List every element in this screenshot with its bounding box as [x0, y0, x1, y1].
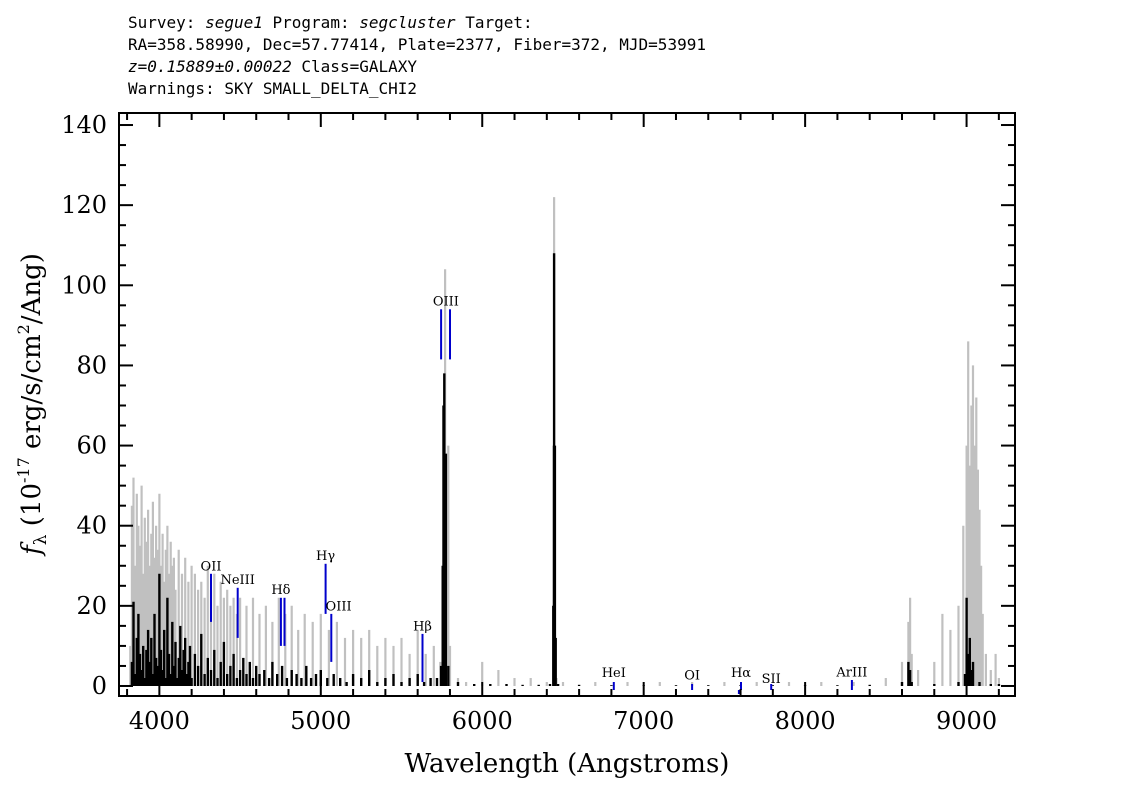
y-tick-label: 40: [76, 512, 107, 540]
y-tick-label: 140: [61, 111, 107, 139]
header-line-4: Warnings: SKY SMALL_DELTA_CHI2: [128, 79, 417, 98]
program-value: segcluster: [359, 13, 456, 32]
emission-line-label: OII: [201, 560, 222, 575]
x-tick-label: 5000: [290, 707, 351, 735]
y-axis-exponent-2: 2: [14, 324, 33, 334]
survey-label: Survey:: [128, 13, 196, 32]
x-axis-title: Wavelength (Angstroms): [405, 749, 730, 779]
y-tick-label: 0: [92, 672, 107, 700]
spectrum-header: Survey: segue1 Program: segcluster Targe…: [128, 12, 706, 100]
emission-line-label: Hδ: [271, 583, 290, 598]
y-axis-title: fλ (10-17 erg/s/cm2/Ang): [14, 253, 51, 557]
flux-series: [130, 253, 1001, 686]
x-tick-label: 7000: [613, 707, 674, 735]
header-line-2: RA=358.58990, Dec=57.77414, Plate=2377, …: [128, 35, 706, 54]
y-axis-unit-end: /Ang): [17, 253, 47, 324]
x-tick-label: 8000: [775, 707, 836, 735]
plot-frame: [118, 112, 1016, 697]
emission-line-label: OIII: [433, 295, 459, 310]
emission-line-label: HeI: [602, 666, 626, 681]
y-tick-label: 60: [76, 432, 107, 460]
y-axis-exponent: -17: [14, 457, 33, 483]
y-axis-unit-mid: erg/s/cm: [17, 334, 47, 457]
emission-line-label: SII: [762, 672, 781, 687]
error-series: [129, 197, 1001, 686]
y-tick-label: 20: [76, 592, 107, 620]
emission-line-label: ArIII: [835, 665, 867, 680]
emission-line-label: OIII: [326, 599, 352, 614]
header-line-1: Survey: segue1 Program: segcluster Targe…: [128, 12, 706, 34]
y-tick-label: 120: [61, 191, 107, 219]
emission-line-label: Hβ: [413, 619, 432, 634]
emission-line-label: NeIII: [220, 573, 254, 588]
program-label: Program:: [272, 13, 350, 32]
y-axis-unit-start: (10: [17, 483, 47, 535]
target-label: Target:: [465, 13, 533, 32]
x-tick-label: 6000: [452, 707, 513, 735]
survey-value: segue1: [205, 13, 263, 32]
y-tick-label: 80: [76, 351, 107, 379]
y-tick-label: 100: [61, 271, 107, 299]
emission-line-markers: [210, 309, 853, 694]
emission-line-label: Hγ: [316, 549, 335, 564]
x-tick-label: 9000: [936, 707, 997, 735]
x-tick-label: 4000: [129, 707, 190, 735]
class-value: Class=GALAXY: [301, 57, 417, 76]
emission-line-label: OI: [684, 669, 700, 684]
header-line-3: z=0.15889±0.00022 Class=GALAXY: [128, 56, 706, 78]
y-axis-ticks: 0 20 40 60 80 100 120 140: [61, 111, 1015, 700]
redshift-value: z=0.15889±0.00022: [128, 57, 292, 76]
emission-line-label: Hα: [731, 666, 751, 681]
x-axis-ticks: 4000 5000 6000 7000 8000 9000: [126, 113, 1000, 735]
y-axis-subscript: λ: [31, 534, 51, 545]
